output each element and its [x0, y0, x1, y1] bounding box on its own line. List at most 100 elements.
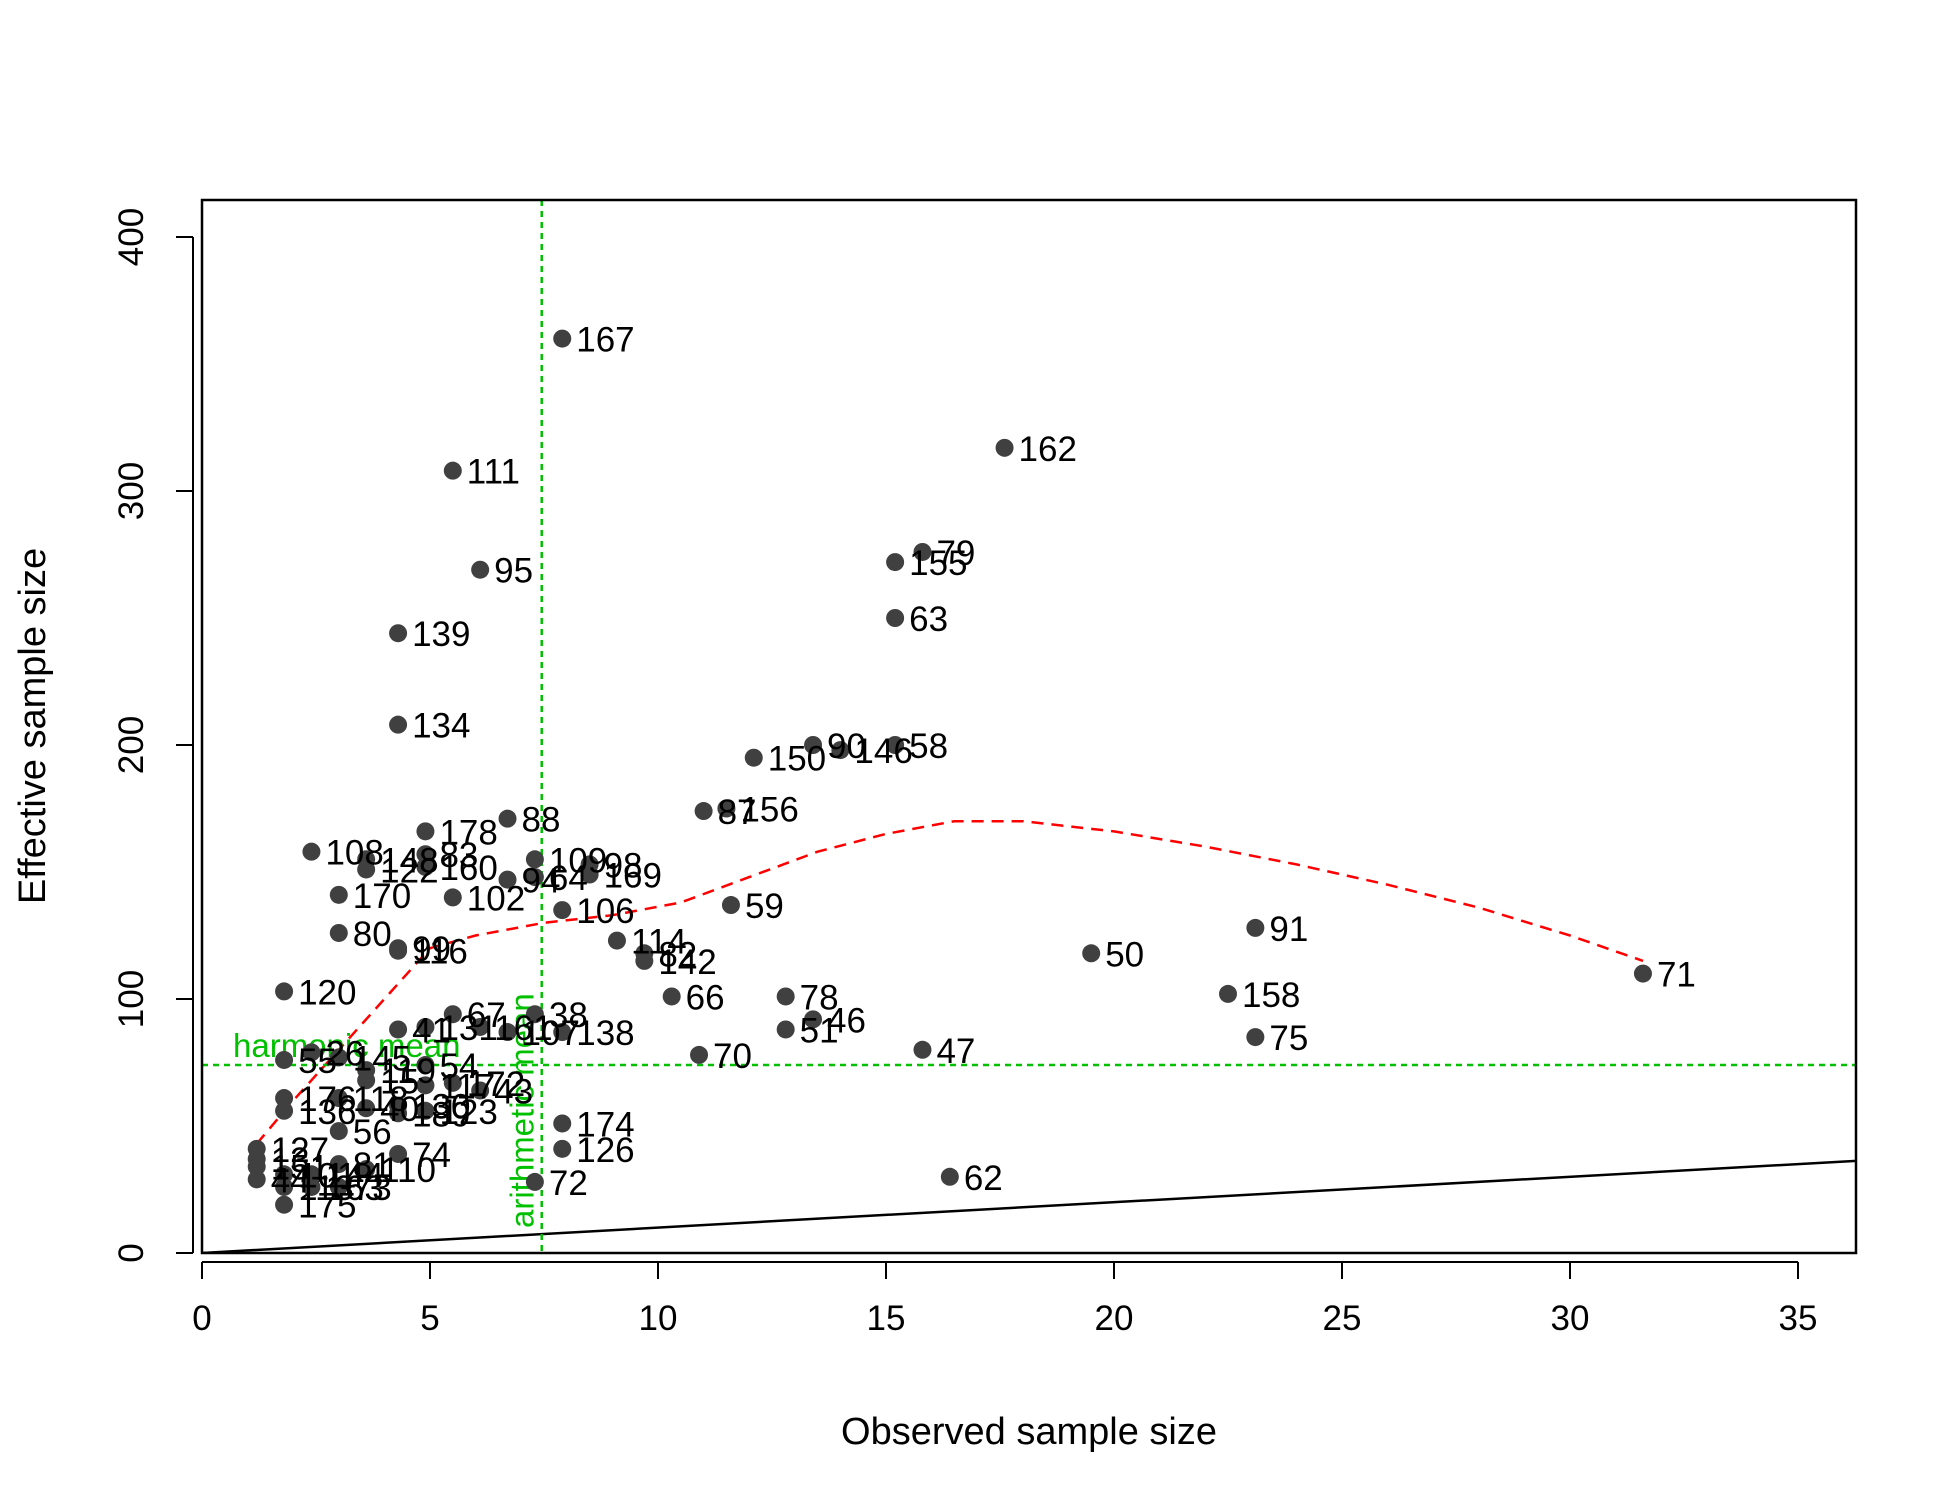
data-point [831, 741, 850, 760]
point-label: 142 [658, 943, 716, 982]
data-point [471, 1017, 490, 1036]
y-tick-label: 0 [112, 1243, 151, 1262]
data-point [717, 799, 736, 818]
data-point [389, 1104, 408, 1123]
data-point [886, 609, 905, 627]
x-tick-label: 20 [1095, 1299, 1134, 1338]
point-label: 145 [353, 1039, 411, 1078]
data-point [302, 1165, 321, 1184]
point-label: 90 [827, 727, 866, 766]
y-tick-label: 100 [112, 970, 151, 1028]
data-point [329, 1177, 348, 1196]
point-label: 54 [439, 1047, 478, 1086]
point-label: 138 [576, 1014, 634, 1053]
data-point [553, 329, 572, 348]
point-label: 41 [412, 1011, 451, 1050]
data-point [1246, 1028, 1265, 1047]
data-point [1082, 944, 1101, 963]
data-point [275, 1165, 294, 1184]
data-point [416, 822, 435, 841]
data-point [1633, 964, 1652, 983]
point-label: 82 [658, 935, 697, 974]
data-point [416, 857, 435, 876]
data-point [443, 1073, 462, 1092]
data-point [804, 1010, 823, 1029]
data-point [443, 888, 462, 907]
point-label: 109 [549, 841, 607, 880]
point-label: 148 [380, 841, 438, 880]
data-point [913, 542, 932, 561]
point-label: 15 [380, 1062, 419, 1101]
data-point [302, 1043, 321, 1062]
data-point [553, 1023, 572, 1042]
point-label: 139 [412, 615, 470, 654]
point-label: 150 [768, 740, 826, 779]
data-point [443, 461, 462, 480]
data-point [329, 885, 348, 904]
data-point [553, 1114, 572, 1133]
data-point [995, 438, 1014, 457]
data-point [357, 1071, 376, 1090]
point-label: 87 [718, 793, 757, 832]
point-label: 170 [353, 877, 411, 916]
data-point [580, 865, 599, 884]
point-label: 26 [325, 1034, 364, 1073]
point-label: 160 [439, 849, 497, 888]
data-point [329, 1089, 348, 1108]
data-point [607, 931, 626, 950]
point-label: 189 [412, 1095, 470, 1134]
point-label: 123 [439, 1093, 497, 1132]
data-point [275, 1089, 294, 1108]
point-label: 101 [298, 1156, 356, 1195]
data-point [498, 809, 517, 828]
point-label: 46 [827, 1001, 866, 1040]
point-label: 178 [439, 813, 497, 852]
data-point [357, 1160, 376, 1179]
data-point [886, 736, 905, 754]
data-point [389, 941, 408, 960]
data-point [389, 1020, 408, 1039]
data-point [553, 1139, 572, 1158]
point-label: 172 [467, 1065, 525, 1104]
x-tick-label: 35 [1779, 1299, 1818, 1338]
data-point [247, 1157, 266, 1176]
point-label: 113 [298, 1169, 354, 1208]
point-label: 151 [271, 1149, 329, 1188]
data-point [302, 1177, 321, 1196]
x-axis-title: Observed sample size [841, 1411, 1217, 1453]
point-label: 64 [549, 859, 588, 898]
point-label: 134 [412, 707, 470, 746]
x-tick-label: 5 [420, 1299, 439, 1338]
point-label: 126 [576, 1131, 634, 1170]
data-point [357, 860, 376, 879]
point-label: 56 [353, 1113, 392, 1152]
point-label: 169 [604, 857, 662, 896]
point-label: 13 [271, 1141, 310, 1180]
point-label: 51 [800, 1011, 839, 1050]
data-point [329, 1048, 348, 1067]
point-label: 119 [380, 1052, 436, 1091]
data-point [886, 553, 905, 572]
point-label: 70 [713, 1037, 752, 1076]
data-point [357, 1099, 376, 1118]
point-label: 176 [298, 1080, 356, 1119]
point-label: 174 [576, 1105, 634, 1144]
smooth-trend-line [255, 819, 1644, 1145]
point-label: 74 [412, 1136, 451, 1175]
data-point [275, 1101, 294, 1120]
data-point [275, 1177, 294, 1196]
point-label: 88 [522, 801, 561, 840]
point-label: 120 [298, 973, 356, 1012]
point-label: 131 [439, 1009, 497, 1048]
data-point [690, 1045, 709, 1064]
data-point [662, 987, 681, 1006]
point-label: 75 [1269, 1019, 1308, 1058]
point-label: 122 [380, 851, 438, 890]
point-label: 155 [909, 544, 967, 583]
point-label: 81 [353, 1146, 392, 1185]
point-label: 110 [380, 1151, 436, 1190]
point-label: 40 [380, 1090, 419, 1129]
data-point [471, 560, 490, 579]
